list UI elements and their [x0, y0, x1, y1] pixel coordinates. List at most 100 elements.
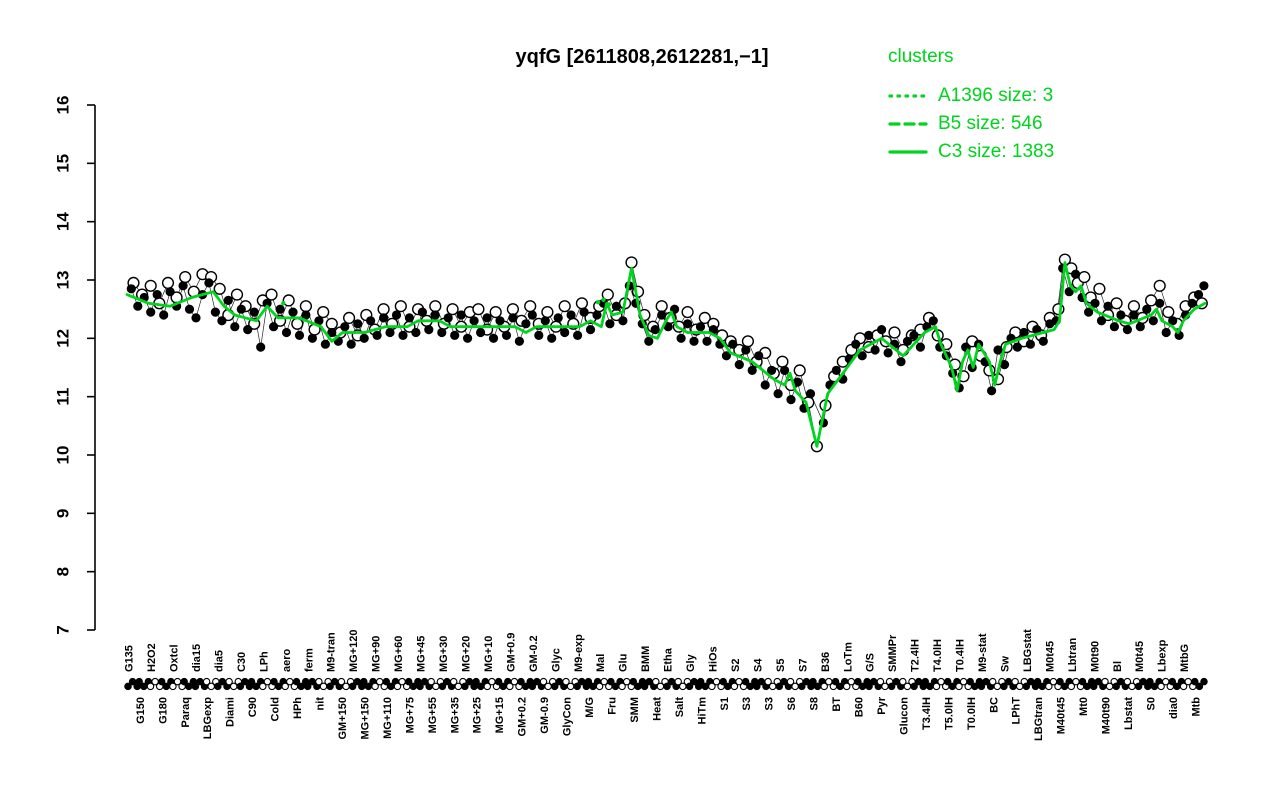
x-axis-label: MtbG [1179, 644, 1191, 672]
x-axis-label: T5.0lH [943, 697, 955, 730]
x-axis-label: S2 [730, 659, 742, 672]
x-axis-label: MG+150 [359, 697, 371, 740]
x-axis-label: BMM [640, 646, 652, 672]
x-axis-label: Pyr [876, 696, 888, 714]
x-axis-label: Salt [674, 697, 686, 718]
legend-title: clusters [888, 46, 954, 67]
y-axis: 7 8 9 10 11 12 13 14 15 16 [53, 96, 96, 635]
x-axis-label: M0t45 [1044, 641, 1056, 672]
x-axis-label: LPhT [1011, 697, 1023, 725]
x-axis-label: Glyc [550, 648, 562, 672]
x-axis-label: H2O2 [146, 643, 158, 672]
x-axis-label: T2.4lH [910, 639, 922, 672]
x-axis-label: HPh [292, 697, 304, 719]
x-axis-label: GM-0.2 [528, 635, 540, 672]
x-axis-label: T0.0lH [966, 697, 978, 730]
x-axis-label: Paraq [180, 697, 192, 728]
x-axis-label: Mt0 [1078, 697, 1090, 716]
x-axis-label: MG+60 [393, 636, 405, 672]
x-axis-label: S3 [741, 697, 753, 710]
x-axis-label: M40t45 [1056, 697, 1068, 734]
x-axis-label: MG+25 [472, 697, 484, 733]
x-axis-label: Mtb [1190, 697, 1202, 717]
x-axis-label: T3.4lH [921, 697, 933, 730]
cluster-line-c3 [125, 261, 1207, 448]
solid-line-icon [888, 150, 928, 154]
x-axis-label: LBGtran [1033, 697, 1045, 741]
x-axis-label: B60 [854, 697, 866, 717]
x-axis-label: Heat [651, 697, 663, 721]
cluster-legend: clusters A1396 size: 3 B5 size: 546 C3 s… [888, 46, 1054, 166]
x-axis-label: MG+30 [438, 636, 450, 672]
x-axis-label: HiTm [696, 697, 708, 725]
x-axis-label: Lbexp [1157, 639, 1169, 672]
x-axis-label: C30 [236, 652, 248, 672]
x-axis-label: Mal [595, 654, 607, 672]
x-axis-label: B36 [820, 652, 832, 672]
y-tick-label: 9 [53, 509, 72, 518]
y-tick-label: 13 [53, 271, 72, 290]
x-axis-label: Glucon [898, 697, 910, 735]
x-axis-label: G150 [135, 697, 147, 724]
x-axis-label: BT [831, 697, 843, 712]
profile-connectors [130, 258, 1205, 447]
x-axis-label: Lbtran [1067, 638, 1079, 673]
x-axis-label: G/S [865, 653, 877, 672]
sample-rug-strip [124, 677, 1208, 691]
dotted-line-icon [888, 94, 928, 98]
x-axis-label: GM+0.2 [517, 697, 529, 736]
x-axis-label: G135 [124, 645, 136, 672]
x-axis-label: Sw [1000, 656, 1012, 672]
x-axis-label: MG+110 [382, 697, 394, 739]
x-axis-label: S7 [797, 659, 809, 672]
y-tick-label: 14 [53, 212, 72, 231]
x-axis-label: S3 [764, 697, 776, 710]
legend-entry-b5: B5 size: 546 [888, 110, 1054, 138]
data-points-filled [126, 263, 1209, 428]
x-axis-label: LPh [258, 651, 270, 672]
x-axis-label: dia0 [1168, 697, 1180, 719]
legend-entry-label: A1396 size: 3 [938, 85, 1054, 106]
y-tick-label: 15 [53, 154, 72, 173]
x-axis-label: MG+10 [483, 636, 495, 672]
x-axis-label: Etha [663, 647, 675, 672]
data-points-open [127, 253, 1208, 453]
x-axis-label: M9-exp [573, 634, 585, 672]
x-axis-label: MG+90 [371, 636, 383, 672]
x-axis-label: S4 [752, 658, 764, 672]
legend-entry-label: B5 size: 546 [938, 113, 1043, 134]
x-axis-label: GM+0.9 [505, 633, 517, 672]
x-axis-labels: G135 G150 H2O2 G180 Oxtcl Paraq dia15 LBGexp dia… [124, 629, 1203, 741]
x-axis-label: Gly [685, 653, 697, 672]
x-axis-label: HiOs [708, 646, 720, 672]
y-tick-label: 16 [53, 96, 72, 115]
x-axis-label: M0t45 [1134, 641, 1146, 672]
x-axis-label: T4.0lH [932, 639, 944, 672]
x-axis-label: Bl [1112, 661, 1124, 672]
x-axis-label: MG+120 [348, 630, 360, 673]
y-tick-label: 11 [53, 388, 72, 406]
x-axis-label: SMM [629, 697, 641, 723]
x-axis-label: T0.4lH [955, 639, 967, 672]
x-axis-label: Cold [270, 697, 282, 721]
chart-title: yqfG [2611808,2612281,−1] [515, 46, 769, 68]
x-axis-label: Diami [225, 697, 237, 727]
x-axis-label: GM+150 [337, 697, 349, 740]
x-axis-label: LoTm [842, 642, 854, 672]
y-tick-label: 8 [53, 567, 72, 576]
x-axis-label: BC [988, 697, 1000, 713]
y-tick-label: 7 [53, 625, 72, 634]
x-axis-label: dia5 [213, 650, 225, 672]
x-axis-label: MG+15 [494, 697, 506, 733]
x-axis-label: LBGstat [1022, 629, 1034, 672]
x-axis-label: LBGexp [202, 697, 214, 739]
legend-entry-a1396: A1396 size: 3 [888, 82, 1054, 110]
x-axis-label: nit [315, 697, 327, 711]
y-tick-label: 10 [53, 446, 72, 465]
x-axis-label: M40t90 [1101, 697, 1113, 734]
x-axis-label: S0 [1146, 697, 1158, 710]
x-axis-label: MG+55 [427, 697, 439, 733]
x-axis-label: ferm [303, 648, 315, 672]
x-axis-label: S1 [719, 697, 731, 710]
